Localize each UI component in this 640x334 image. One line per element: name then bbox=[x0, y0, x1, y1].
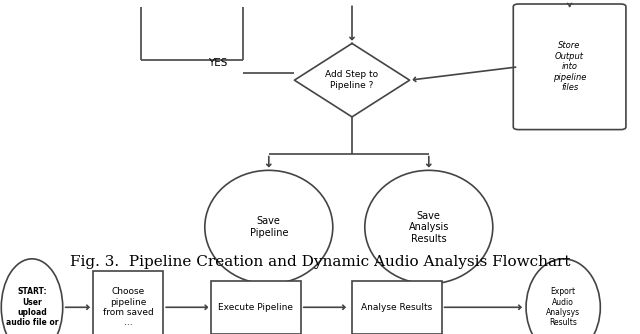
Text: Export
Audio
Analysys
Results: Export Audio Analysys Results bbox=[546, 287, 580, 327]
Text: Save
Analysis
Results: Save Analysis Results bbox=[408, 210, 449, 244]
Ellipse shape bbox=[365, 170, 493, 284]
Ellipse shape bbox=[205, 170, 333, 284]
Ellipse shape bbox=[1, 259, 63, 334]
Polygon shape bbox=[294, 43, 410, 117]
Text: YES: YES bbox=[208, 58, 227, 68]
FancyBboxPatch shape bbox=[211, 281, 301, 334]
Text: Save
Pipeline: Save Pipeline bbox=[250, 216, 288, 238]
Text: Choose
pipeline
from saved
...: Choose pipeline from saved ... bbox=[102, 287, 154, 327]
FancyBboxPatch shape bbox=[93, 271, 163, 334]
Text: Store
Output
into
pipeline
files: Store Output into pipeline files bbox=[553, 41, 586, 92]
Text: Add Step to
Pipeline ?: Add Step to Pipeline ? bbox=[325, 70, 379, 90]
Text: Analyse Results: Analyse Results bbox=[361, 303, 433, 312]
Text: Fig. 3.  Pipeline Creation and Dynamic Audio Analysis Flowchart: Fig. 3. Pipeline Creation and Dynamic Au… bbox=[70, 255, 570, 269]
Ellipse shape bbox=[526, 259, 600, 334]
FancyBboxPatch shape bbox=[352, 281, 442, 334]
FancyBboxPatch shape bbox=[513, 4, 626, 130]
Text: Execute Pipeline: Execute Pipeline bbox=[218, 303, 294, 312]
Text: START:
User
upload
audio file or: START: User upload audio file or bbox=[6, 287, 58, 327]
